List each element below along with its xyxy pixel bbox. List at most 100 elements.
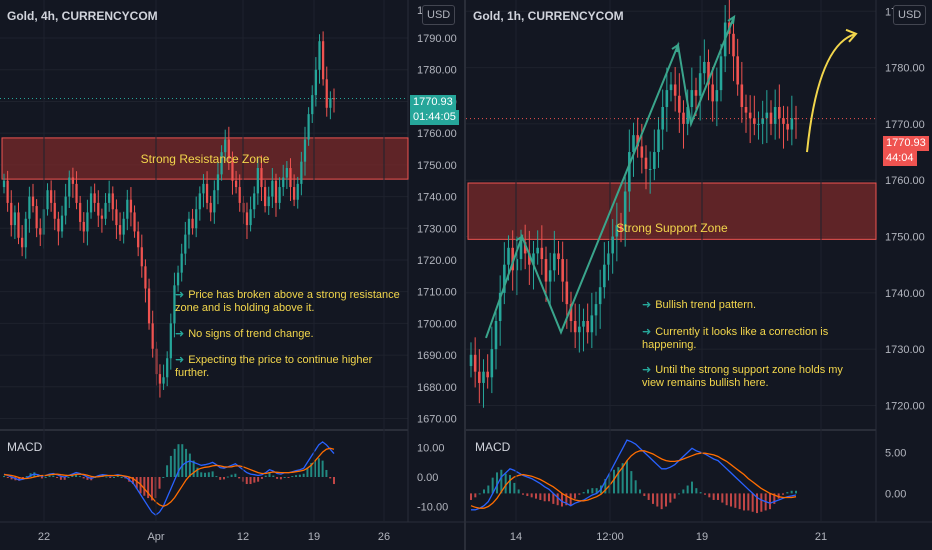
macd-histogram-bar — [643, 493, 646, 497]
candle-body — [640, 146, 644, 158]
macd-histogram-bar — [150, 477, 153, 501]
macd-histogram-bar — [756, 493, 758, 514]
left-currency-button[interactable]: USD — [422, 5, 456, 25]
candle-body — [765, 112, 769, 119]
candle-body — [311, 95, 314, 115]
candle-body — [511, 247, 514, 271]
candle-body — [494, 321, 498, 350]
macd-histogram-bar — [699, 492, 702, 494]
candle-body — [220, 152, 223, 175]
macd-histogram-bar — [120, 477, 123, 478]
candle-body — [60, 215, 64, 232]
y-tick-label: 1720.00 — [885, 400, 925, 412]
candle-body — [245, 212, 249, 226]
macd-tick-label: 0.00 — [417, 472, 438, 484]
candle-body — [238, 187, 241, 203]
left-chart-svg[interactable]: 1790.001780.001770.001760.001750.001740.… — [0, 0, 464, 550]
macd-histogram-bar — [169, 455, 172, 477]
macd-histogram-bar — [113, 477, 115, 478]
candle-body — [673, 84, 677, 96]
x-tick-label: 22 — [38, 531, 50, 543]
candle-body — [478, 371, 481, 383]
forecast-curve — [806, 32, 857, 153]
macd-histogram-bar — [626, 460, 628, 494]
macd-histogram-bar — [704, 493, 706, 495]
macd-histogram-bar — [509, 475, 511, 494]
macd-histogram-bar — [287, 477, 290, 478]
macd-histogram-bar — [215, 476, 218, 478]
candle-body — [234, 180, 238, 188]
macd-histogram-bar — [268, 472, 271, 477]
macd-histogram-bar — [552, 493, 555, 504]
macd-histogram-bar — [75, 474, 78, 477]
candle-body — [129, 199, 133, 213]
left-note-3-text: Expecting the price to continue higher f… — [175, 354, 373, 379]
right-chart-panel[interactable]: 1790.001780.001770.001760.001750.001740.… — [466, 0, 932, 550]
macd-histogram-bar — [291, 476, 294, 478]
candle-body — [586, 321, 589, 333]
macd-histogram-bar — [279, 477, 282, 480]
macd-histogram-bar — [82, 477, 85, 479]
macd-histogram-bar — [321, 460, 324, 477]
candle-body — [191, 218, 194, 229]
candle-body — [285, 168, 288, 178]
candle-body — [158, 374, 162, 384]
macd-histogram-bar — [329, 477, 332, 479]
candle-body — [140, 247, 143, 267]
right-note-3-text: Until the strong support zone holds my v… — [642, 364, 843, 389]
right-currency-button[interactable]: USD — [893, 5, 927, 25]
macd-histogram-bar — [63, 477, 66, 480]
y-tick-label: 1780.00 — [885, 63, 925, 75]
macd-histogram-bar — [621, 463, 624, 494]
candle-body — [118, 225, 122, 235]
macd-histogram-bar — [760, 493, 763, 512]
macd-signal-line — [3, 447, 335, 507]
forecast-arrowhead-icon — [845, 28, 858, 43]
candle-body — [753, 118, 756, 124]
candle-body — [292, 187, 296, 200]
macd-histogram-bar — [665, 493, 667, 507]
trend-arrowhead-icon — [727, 14, 736, 25]
candle-body — [274, 180, 278, 203]
y-tick-label: 1740.00 — [885, 288, 925, 300]
left-chart-panel[interactable]: 1790.001780.001770.001760.001750.001740.… — [0, 0, 464, 550]
macd-histogram-bar — [52, 475, 55, 477]
candle-body — [216, 174, 220, 191]
candle-body — [565, 281, 569, 305]
macd-histogram-bar — [135, 477, 138, 489]
candle-body — [329, 98, 332, 108]
macd-histogram-bar — [40, 477, 43, 479]
macd-histogram-bar — [21, 477, 24, 479]
candle-body — [615, 225, 619, 237]
candle-body — [786, 123, 789, 130]
macd-signal-line — [470, 450, 797, 509]
macd-histogram-bar — [3, 476, 5, 478]
x-tick-label: 14 — [510, 531, 522, 543]
macd-histogram-bar — [105, 476, 108, 478]
macd-histogram-bar — [226, 476, 229, 478]
left-note-2: ➜ No signs of trend change. — [175, 328, 405, 341]
candle-body — [486, 371, 489, 378]
candle-body — [300, 161, 303, 184]
right-note-1-text: Bullish trend pattern. — [655, 299, 757, 311]
candle-body — [644, 157, 648, 169]
candle-body — [469, 354, 473, 367]
candle-body — [180, 253, 183, 273]
y-tick-label: 1700.00 — [417, 318, 457, 330]
candle-body — [24, 218, 27, 248]
candle-body — [307, 114, 310, 140]
macd-histogram-bar — [617, 467, 620, 494]
macd-histogram-bar — [682, 489, 685, 494]
candle-body — [282, 177, 285, 188]
candle-body — [256, 168, 259, 194]
macd-histogram-bar — [556, 493, 559, 506]
panel-divider[interactable] — [464, 0, 466, 550]
macd-histogram-bar — [18, 477, 21, 481]
right-support-zone-label: Strong Support Zone — [616, 221, 728, 235]
candle-body — [473, 354, 477, 372]
right-chart-svg[interactable]: 1790.001780.001770.001760.001750.001740.… — [466, 0, 932, 550]
candle-body — [82, 221, 85, 232]
macd-histogram-bar — [86, 477, 89, 480]
candle-body — [544, 259, 548, 282]
candle-body — [195, 209, 198, 229]
